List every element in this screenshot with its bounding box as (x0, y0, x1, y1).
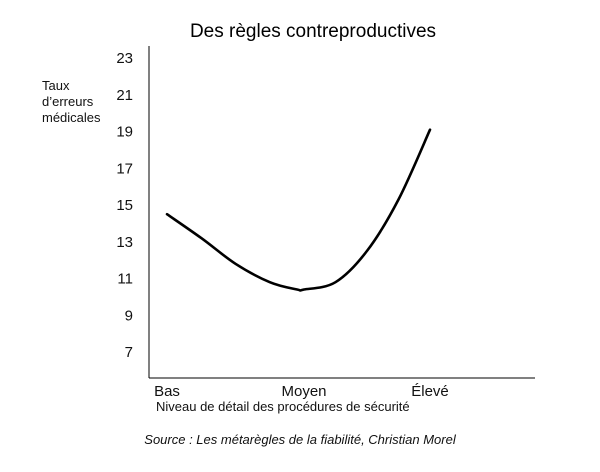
x-tick-labels: Bas Moyen Élevé (154, 383, 449, 400)
y-tick-label: 17 (116, 160, 133, 177)
y-tick-label: 9 (125, 307, 133, 324)
y-tick-label: 21 (116, 87, 133, 104)
x-tick-label: Élevé (411, 383, 449, 400)
chart-title: Des règles contreproductives (190, 21, 436, 42)
x-axis-label: Niveau de détail des procédures de sécur… (156, 399, 410, 414)
y-tick-label: 13 (116, 234, 133, 251)
y-tick-label: 11 (117, 271, 133, 288)
y-tick-labels: 23 21 19 17 15 13 11 9 7 (116, 50, 133, 361)
y-axis-label-line-2: d’erreurs (42, 94, 94, 109)
x-tick-label: Moyen (281, 383, 326, 400)
series-line (165, 128, 432, 292)
x-tick-label: Bas (154, 383, 180, 400)
y-tick-label: 15 (116, 197, 133, 214)
y-tick-label: 7 (125, 344, 133, 361)
source-caption: Source : Les métarègles de la fiabilité,… (144, 432, 457, 447)
y-axis-label: Taux d’erreurs médicales (42, 78, 101, 125)
y-axis-label-line-1: Taux (42, 78, 70, 93)
y-tick-label: 19 (116, 124, 133, 141)
y-axis-label-line-3: médicales (42, 110, 101, 125)
y-tick-label: 23 (116, 50, 133, 67)
